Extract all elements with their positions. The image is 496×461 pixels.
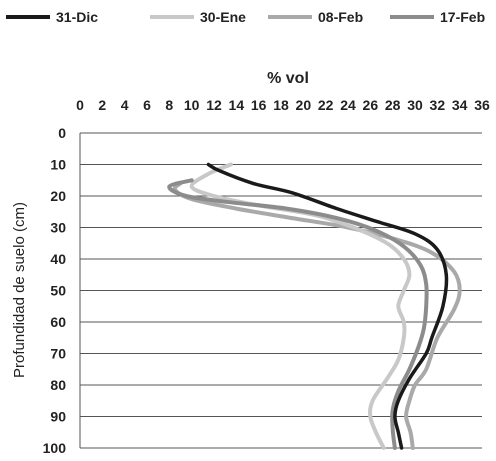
y-tick-label: 100 — [43, 440, 67, 456]
legend-item: 17-Feb — [390, 9, 485, 25]
x-tick-label: 26 — [363, 97, 379, 113]
x-tick-label: 32 — [430, 97, 446, 113]
x-tick-label: 22 — [318, 97, 334, 113]
y-axis-ticks: 0 10 20 30 40 50 60 70 80 90 100 — [43, 125, 67, 456]
y-tick-label: 20 — [50, 188, 66, 204]
legend-label: 30-Ene — [200, 9, 246, 25]
y-tick-label: 40 — [50, 251, 66, 267]
legend-label: 31-Dic — [56, 9, 98, 25]
series-lines — [167, 162, 462, 450]
legend-label: 17-Feb — [440, 9, 485, 25]
y-tick-label: 10 — [50, 157, 66, 173]
series-line-17-feb — [167, 178, 429, 450]
y-tick-label: 90 — [50, 409, 66, 425]
x-tick-label: 10 — [184, 97, 200, 113]
x-tick-label: 0 — [76, 97, 84, 113]
x-tick-label: 16 — [251, 97, 267, 113]
x-tick-label: 20 — [296, 97, 312, 113]
y-tick-label: 0 — [58, 125, 66, 141]
legend: 31-Dic 30-Ene 08-Feb 17-Feb — [6, 9, 485, 25]
x-tick-label: 8 — [165, 97, 173, 113]
x-tick-label: 14 — [229, 97, 245, 113]
legend-item: 31-Dic — [6, 9, 98, 25]
legend-item: 30-Ene — [150, 9, 246, 25]
legend-label: 08-Feb — [318, 9, 363, 25]
x-axis-title: % vol — [267, 70, 309, 87]
x-axis-ticks: 0 2 4 6 8 10 12 14 16 18 20 22 24 26 28 30 32 34 36 — [76, 97, 490, 113]
x-tick-label: 18 — [273, 97, 289, 113]
x-tick-label: 2 — [98, 97, 106, 113]
series-line-31-dic — [206, 162, 449, 450]
x-tick-label: 4 — [121, 97, 129, 113]
legend-item: 08-Feb — [268, 9, 363, 25]
x-tick-label: 28 — [385, 97, 401, 113]
series-line-08-feb — [172, 181, 462, 450]
y-tick-label: 60 — [50, 314, 66, 330]
series-line-30-ene — [189, 162, 412, 450]
x-tick-label: 36 — [474, 97, 490, 113]
x-tick-label: 6 — [143, 97, 151, 113]
x-tick-label: 30 — [407, 97, 423, 113]
y-tick-label: 50 — [50, 283, 66, 299]
x-tick-label: 34 — [452, 97, 468, 113]
y-tick-label: 70 — [50, 346, 66, 362]
y-tick-label: 30 — [50, 220, 66, 236]
gridlines — [79, 132, 482, 449]
y-tick-label: 80 — [50, 377, 66, 393]
y-axis-title: Profundidad de suelo (cm) — [11, 202, 28, 378]
x-tick-label: 24 — [340, 97, 356, 113]
x-tick-label: 12 — [206, 97, 222, 113]
